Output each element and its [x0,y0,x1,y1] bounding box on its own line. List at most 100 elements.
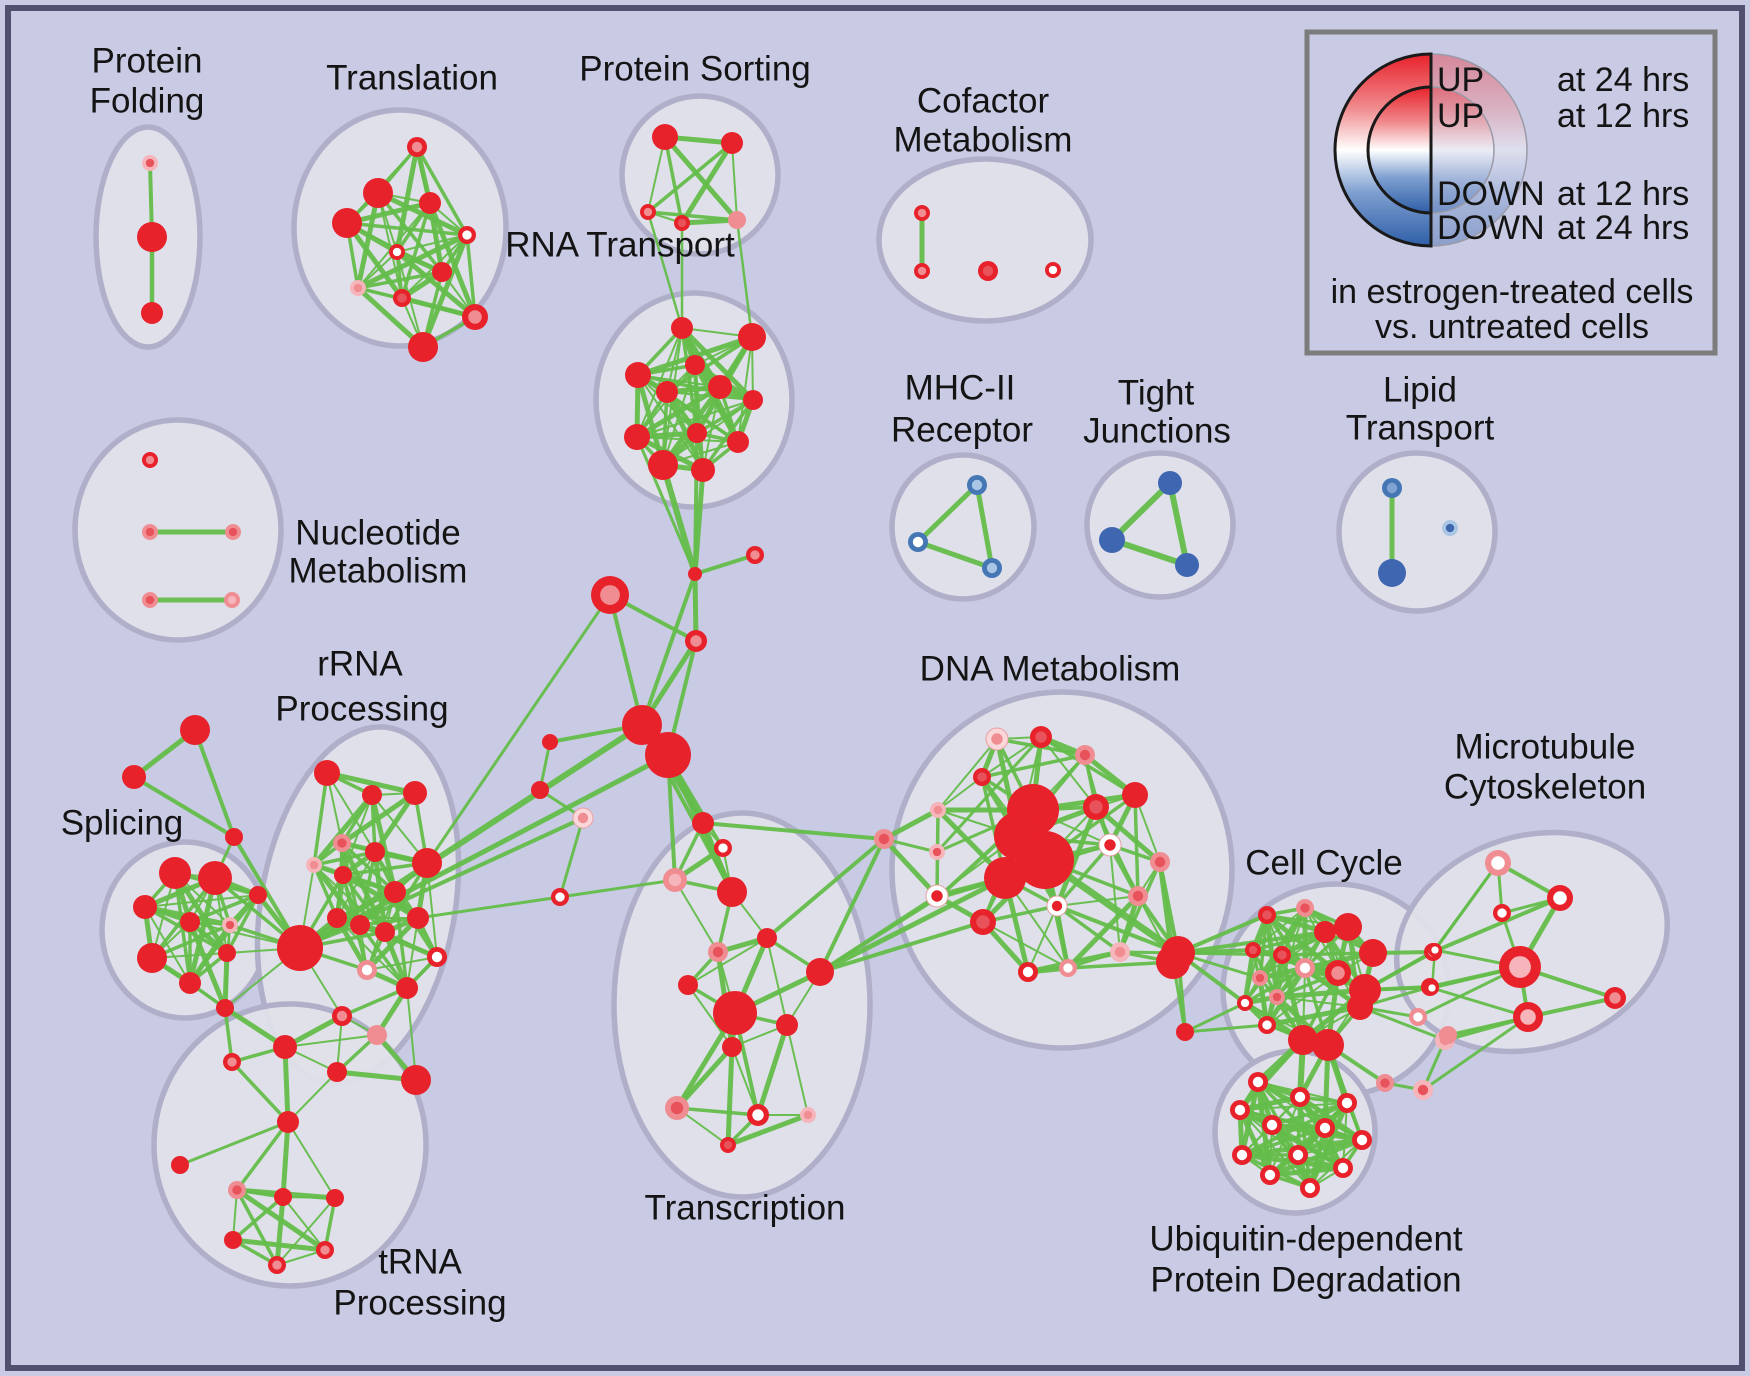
cluster-dna-metabolism-label-line1: DNA Metabolism [920,650,1181,689]
node-pf2-outer [137,222,167,252]
node-cc16-outer [1312,1029,1344,1061]
edge-tr5-tr10 [465,233,477,319]
node-cf4-inner [1048,265,1058,275]
node-dn20 [1018,962,1038,982]
edge-mh1-mh3 [974,482,995,571]
node-mt5-inner [1431,946,1439,954]
edge-mc9-rrhub [298,816,585,950]
node-rt7 [743,390,763,410]
node-rr7 [365,842,385,862]
cluster-cofactor-metabolism-ellipse [876,156,1094,324]
node-ub9 [1288,1145,1308,1165]
node-sp3-outer [133,895,157,919]
node-dn0 [874,829,894,849]
edge-ps2-ps3 [646,141,734,214]
cluster-mhc-ii-receptor-label-line2: Receptor [891,411,1033,450]
edge-mtc1-mt2 [1431,896,1562,954]
node-cc8-inner [1299,962,1311,974]
node-tr11 [408,332,438,362]
node-ps2-outer [721,132,743,154]
node-dn13 [1150,852,1170,872]
edge-tr4-tr5 [345,221,469,237]
legend-time-2: at 12 hrs [1557,97,1689,135]
edge-mt6-mt8 [1430,986,1530,1019]
cluster-lipid-transport-label-line2: Transport [1346,409,1495,448]
node-tn4 [327,1062,347,1082]
node-tx11 [665,1096,689,1120]
edge-tr2-tr8 [355,190,381,291]
edge-tx2-tx5 [674,879,719,953]
node-dn9 [984,857,1026,899]
node-dn21-inner [1063,963,1073,973]
node-rr11-outer [350,915,370,935]
node-rr9 [412,848,442,878]
cluster-lipid-transport-ellipse [1336,450,1498,614]
node-mtc6-inner [1417,1084,1429,1096]
node-dn18-inner [1114,946,1126,958]
node-mc8-outer [531,781,549,799]
node-rr16-outer [396,977,418,999]
node-rr14 [427,947,447,967]
node-mtc3 [1409,1008,1427,1026]
edge-rt7-rt9 [695,398,755,435]
node-ub5 [1262,1115,1282,1135]
node-sp4 [180,912,200,932]
node-cf3 [978,261,998,281]
node-mc3 [591,576,629,614]
edge-dn2-dn4 [981,736,1042,778]
edge-rrhub-mc5 [297,722,645,951]
node-rt3 [625,362,651,388]
node-ps1 [652,124,678,150]
node-dn11-outer [1122,782,1148,808]
cluster-cofactor-metabolism-label-line1: Cofactor [917,82,1050,121]
edge-sp4-sp10 [187,919,228,1011]
edge-tn4-tn8 [287,1071,338,1123]
edge-cc0b-cc13 [1183,1001,1247,1034]
node-mh3-inner [986,562,998,574]
node-rr13 [407,907,429,929]
node-cc14 [1258,1016,1276,1034]
edge-dn15-dn21 [982,921,1069,969]
node-sp7 [218,944,236,962]
cluster-trna-processing-label-line2: Processing [333,1284,506,1323]
legend-direction-2: UP [1437,97,1484,135]
node-mc9-inner [577,812,589,824]
node-sp9 [249,886,267,904]
edge-ub2-ub4 [1237,1094,1303,1113]
node-dn1-inner [991,733,1003,745]
node-cc16 [1312,1029,1344,1061]
node-mt9 [1604,987,1626,1009]
node-tj3 [1175,553,1199,577]
node-mt4-inner [1509,956,1531,978]
edge-tn11-tn13 [231,1195,285,1242]
edge-rr1-rr7 [326,772,376,853]
node-tr5 [458,226,476,244]
node-sp5-outer [137,943,167,973]
node-cc0b [1176,1023,1194,1041]
node-tx9 [776,1014,798,1036]
node-dn2 [1030,726,1052,748]
node-pf1-inner [145,158,155,168]
node-tx4 [757,928,777,948]
node-cc0 [1161,936,1195,970]
edge-mtc6-mt8 [1421,1015,1530,1092]
edge-tx4-tx6 [687,937,768,986]
node-cnA [929,844,945,860]
edge-sp3-sp6 [144,906,191,984]
node-dn2-inner [1035,731,1047,743]
node-dn4 [973,768,991,786]
edge-tn8-tn12 [287,1121,336,1199]
node-nu2-inner [145,527,155,537]
node-mc8 [531,781,549,799]
node-rr10 [327,908,347,928]
edge-rt7-rt12 [701,398,755,472]
node-dn3-inner [1079,749,1091,761]
node-ps5 [728,211,746,229]
node-mc10-outer [692,812,714,834]
node-tn9-outer [171,1156,189,1174]
node-mt8-inner [1520,1009,1536,1025]
node-mcA [551,888,569,906]
node-ub12-inner [1304,1182,1316,1194]
node-nu4 [142,592,158,608]
